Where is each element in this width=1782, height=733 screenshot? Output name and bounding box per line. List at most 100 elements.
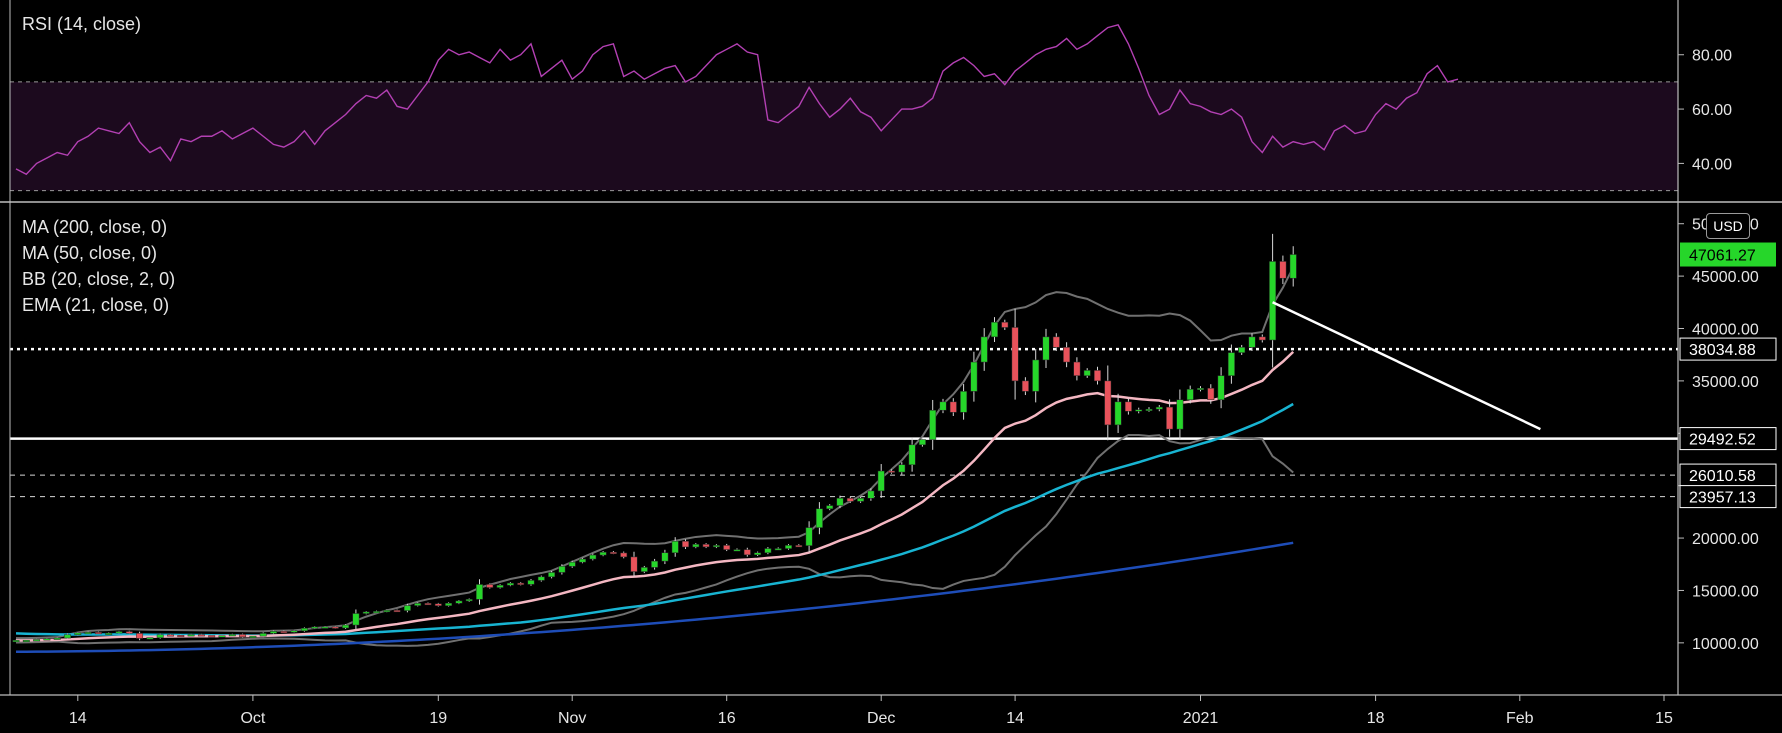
rsi-tick-label: 80.00: [1692, 48, 1732, 65]
level-label: 26010.58: [1689, 468, 1756, 485]
candle-down: [723, 545, 731, 550]
candle-up: [980, 336, 988, 363]
current-price-label: 47061.27: [1689, 248, 1756, 265]
candle-up: [362, 611, 370, 614]
candle-up: [300, 628, 308, 632]
candle-down: [177, 635, 185, 638]
candle-up: [1135, 409, 1143, 412]
candle-up: [908, 444, 916, 465]
candle-up: [22, 639, 30, 642]
candle-up: [403, 605, 411, 611]
candle-up: [537, 576, 545, 581]
candle-up: [352, 613, 360, 626]
candle-down: [630, 556, 638, 572]
time-tick-label: Oct: [240, 710, 265, 727]
candle-up: [115, 631, 123, 634]
level-labels: 38034.88 29492.52 26010.58 23957.13: [1679, 337, 1777, 509]
candle-up: [187, 634, 195, 637]
candle-up: [74, 632, 82, 635]
candle-down: [888, 470, 895, 473]
bollinger-lower-line[interactable]: [15, 433, 1294, 647]
candle-up: [311, 626, 319, 629]
level-label-box: [1679, 485, 1777, 509]
candle-up: [1197, 387, 1204, 390]
candle-up: [774, 548, 782, 551]
candle-down: [424, 603, 432, 606]
time-axis: 14 Oct 19 Nov 16 Dec 14 2021 18 Feb 15: [69, 695, 1673, 727]
candle-up: [970, 361, 978, 392]
candle-down: [702, 544, 710, 548]
candle-up: [692, 544, 700, 548]
candle-up: [939, 401, 947, 411]
candle-down: [609, 551, 617, 554]
candle-up: [342, 624, 350, 629]
candle-up: [465, 599, 473, 602]
candle-up: [12, 640, 20, 643]
ma200-line[interactable]: [15, 541, 1294, 654]
candle-up: [815, 508, 823, 528]
candle-up: [867, 490, 875, 499]
bollinger-upper-line[interactable]: [15, 266, 1295, 640]
candle-down: [1258, 336, 1266, 341]
rsi-legend: RSI (14, close): [22, 11, 141, 37]
candle-up: [1217, 375, 1225, 401]
candle-up: [1186, 389, 1194, 401]
candle-up: [558, 566, 566, 573]
candle-down: [1021, 380, 1029, 392]
trendline[interactable]: [1272, 301, 1541, 431]
price-tick-label: 10000.00: [1692, 636, 1759, 653]
candle-down: [1011, 327, 1019, 382]
candle-up: [671, 540, 679, 553]
time-tick-label: 19: [429, 710, 447, 727]
legend-ma50: MA (50, close, 0): [22, 243, 158, 263]
candle-up: [754, 552, 762, 556]
candle-up: [53, 637, 61, 640]
candle-up: [589, 554, 597, 560]
candle-down: [239, 634, 247, 638]
candle-down: [1166, 406, 1174, 430]
price-tick-label: 45000.00: [1692, 269, 1759, 286]
candle-up: [84, 632, 92, 635]
candle-up: [1042, 336, 1050, 361]
candle-down: [1279, 261, 1287, 279]
time-tick-label: Nov: [558, 710, 586, 727]
candle-down: [393, 610, 401, 613]
candle-up: [805, 527, 813, 546]
candle-up: [651, 560, 659, 568]
candle-down: [620, 552, 628, 558]
candle-up: [857, 497, 865, 502]
level-label-box: [1679, 337, 1777, 361]
candle-down: [1001, 321, 1009, 328]
candle-down: [197, 634, 205, 637]
price-tick-label: 15000.00: [1692, 583, 1759, 600]
currency-badge[interactable]: USD: [1706, 213, 1750, 239]
time-tick-label: Feb: [1506, 710, 1534, 727]
candle-up: [1289, 254, 1297, 279]
candle-up: [105, 632, 113, 635]
current-price-badge: 47061.27: [1680, 242, 1776, 267]
candle-up: [1083, 370, 1091, 376]
candle-up: [1227, 352, 1235, 376]
candle-down: [517, 582, 525, 585]
candle-down: [1094, 370, 1101, 382]
candle-down: [331, 626, 339, 629]
candle-up: [506, 582, 514, 586]
level-label: 38034.88: [1689, 342, 1756, 359]
price-panel: 50000.0045000.0040000.0035000.0030000.00…: [10, 217, 1777, 654]
candlesticks: [12, 233, 1297, 643]
candle-up: [785, 545, 792, 549]
candle-up: [228, 634, 236, 637]
candle-up: [991, 321, 998, 338]
rsi-line: [15, 24, 1459, 176]
time-tick-label: 18: [1367, 710, 1385, 727]
candle-down: [846, 497, 854, 502]
candle-down: [167, 634, 174, 637]
candle-up: [548, 572, 556, 578]
candle-down: [1124, 401, 1132, 412]
candle-up: [836, 497, 844, 506]
candle-up: [712, 545, 720, 548]
candle-up: [455, 600, 463, 604]
candle-up: [373, 611, 380, 614]
candle-up: [156, 634, 164, 638]
